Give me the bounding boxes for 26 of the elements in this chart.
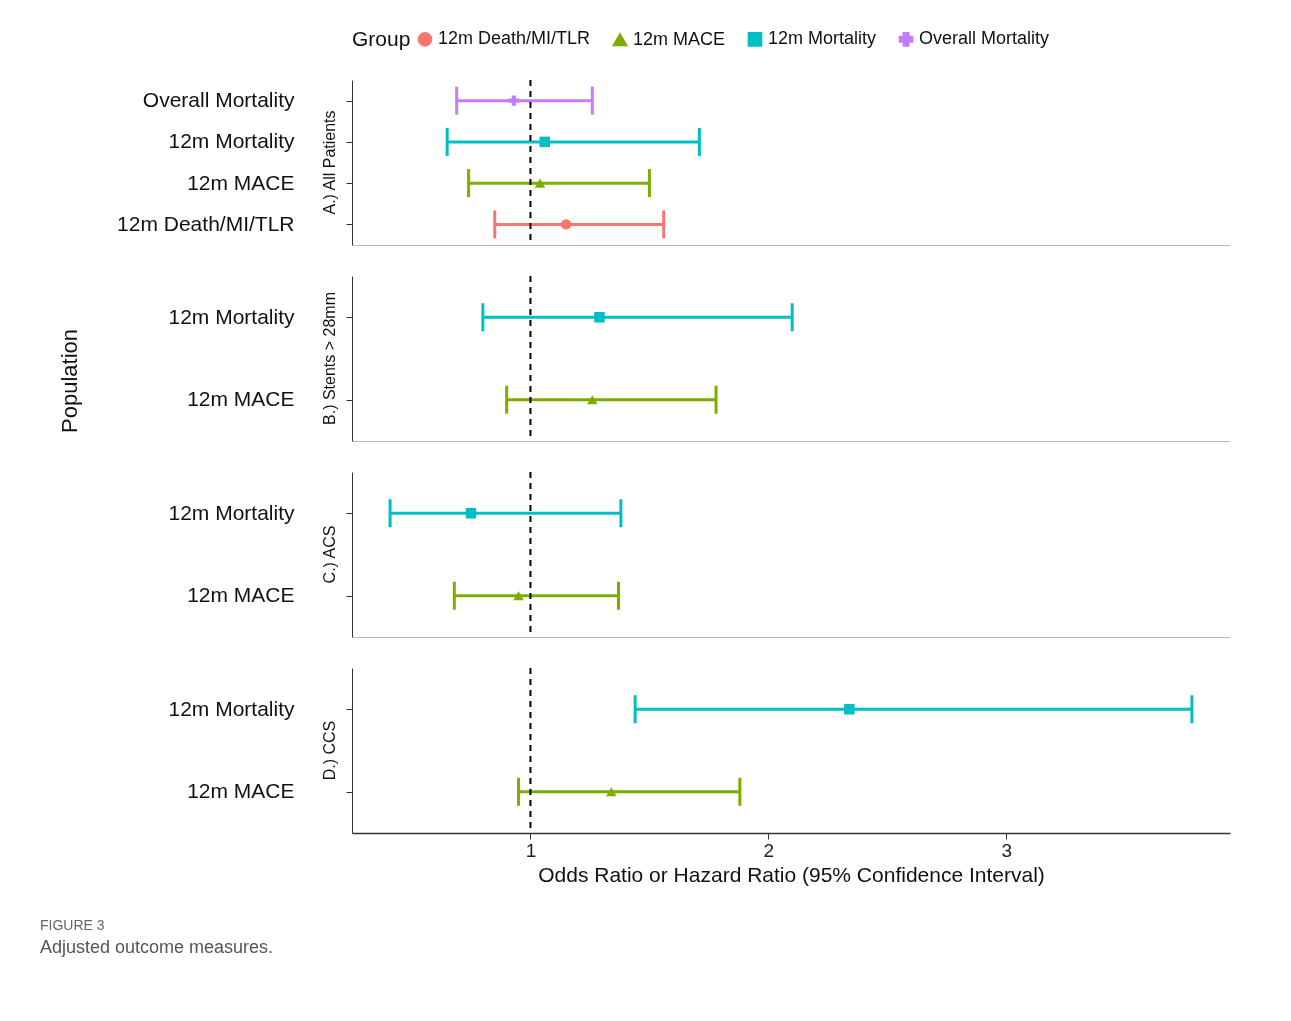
y-tick-label: Overall Mortality [142,88,295,112]
legend-label: 12m Mortality [768,28,877,49]
y-tick-label: 12m MACE [187,387,295,411]
y-tick-label: 12m Death/MI/TLR [117,211,295,235]
legend-title: Group [352,27,411,50]
x-tick-label: 1 [525,839,537,861]
x-tick-label: 2 [763,839,775,861]
text: C.) ACS [321,525,338,584]
legend-label: 12m MACE [633,28,726,49]
text: D.) CCS [321,720,338,781]
x-tick-label: 3 [1001,839,1013,861]
y-axis-title: Population [57,329,82,433]
y-tick-label: 12m MACE [187,583,295,607]
y-tick-label: 12m MACE [187,779,295,803]
y-tick-label: 12m Mortality [168,304,295,328]
legend-label: Overall Mortality [919,28,1050,49]
legend-label: 12m Death/MI/TLR [438,28,591,49]
caption: FIGURE 3 [40,917,106,933]
y-tick-label: 12m Mortality [168,129,295,153]
text: Adjusted outcome measures. [40,937,275,958]
y-tick-label: 12m Mortality [168,696,295,720]
y-tick-label: 12m MACE [187,170,295,194]
text: A.) All Patients [321,110,338,215]
y-tick-label: 12m Mortality [168,500,295,524]
x-axis-title: Odds Ratio or Hazard Ratio (95% Confidence Interval) [538,862,1045,886]
text: B.) Stents > 28mm [321,292,338,425]
